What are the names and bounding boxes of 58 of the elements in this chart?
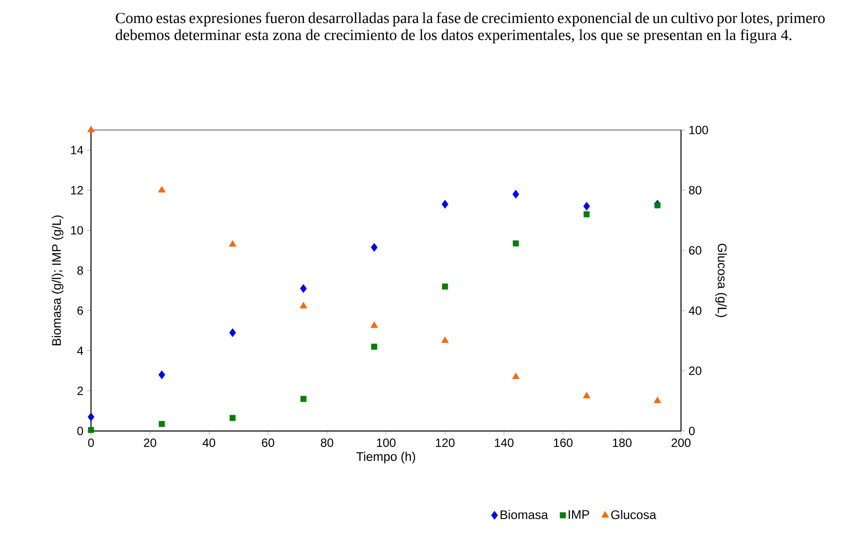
point [158,420,165,427]
point [158,186,166,192]
y2-axis-title: Glucosa (g/L) [715,244,727,318]
x-tick-label: 200 [672,438,691,447]
point [88,412,94,422]
point [442,284,448,290]
y-tick-label: 4 [77,346,84,355]
point [512,190,520,199]
chart-title: Como estas expresiones fueron desarrolladas para la fase de crecimiento exponencial de un cultivo por lotes, primero debemos determinar esta zona de crecimiento de los datos experimentales, los que se presentan en la figura 4. [116,12,825,44]
point [228,240,236,247]
point [230,414,236,421]
y2-tick-label: 20 [689,366,702,376]
y-axis-title: Biomasa (g/l); IMP (g/L) [52,216,64,346]
x-tick-label: 80 [320,438,334,447]
legend-label: Glucosa [611,510,656,520]
y-tick-label: 12 [71,186,83,194]
x-axis-title: Tiempo (h) [356,452,416,464]
point [654,202,660,208]
y2-tick-label: 80 [689,186,702,194]
point [654,396,662,404]
y-tick-label: 10 [71,226,84,235]
y2-tick-label: 100 [689,126,708,134]
y2-tick-label: 60 [689,246,702,255]
point [583,202,590,211]
x-tick-label: 100 [376,438,396,447]
point [87,126,95,132]
x-tick-label: 40 [202,438,216,447]
y-tick-label: 6 [77,306,83,315]
x-tick-label: 60 [262,438,274,447]
y-tick-label: 0 [77,426,84,436]
y-tick-label: 14 [71,146,84,154]
y-tick-label: 8 [77,266,83,275]
x-tick-label: 140 [494,438,514,447]
point [300,302,308,308]
legend-label: IMP [568,510,590,519]
x-tick-label: 0 [88,438,94,447]
point [229,328,236,338]
point [300,396,306,402]
point [582,392,590,398]
point [441,336,449,343]
point [512,240,519,246]
point [158,370,166,380]
point [584,211,590,218]
point [512,372,520,379]
x-tick-label: 20 [144,438,156,447]
x-tick-label: 120 [436,438,455,447]
y2-tick-label: 40 [688,306,702,315]
y-tick-label: 2 [77,386,83,396]
x-tick-label: 180 [612,438,632,447]
point [370,321,378,328]
y2-tick-label: 0 [688,426,695,436]
point [442,200,448,209]
point [371,344,378,350]
x-tick-label: 160 [554,438,573,447]
legend-label: Biomasa [500,510,548,520]
point [300,284,307,293]
point [370,242,378,252]
point [88,426,94,433]
